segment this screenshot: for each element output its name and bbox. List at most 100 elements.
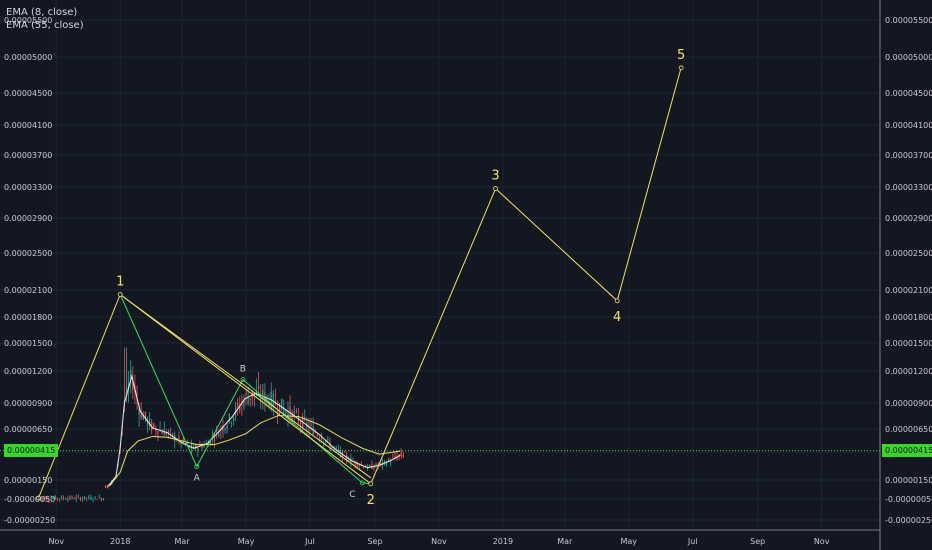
candle-body: [362, 467, 365, 468]
candle-body: [369, 465, 371, 467]
candle-body: [262, 389, 264, 398]
x-tick-label: Mar: [175, 537, 191, 546]
candle-body: [172, 433, 174, 438]
candle-body: [48, 499, 50, 500]
abc-label: A: [194, 474, 201, 484]
candle-body: [358, 465, 360, 467]
candle-body: [58, 498, 61, 500]
candle-body: [283, 407, 285, 413]
candle-body: [308, 426, 310, 430]
candle-body: [77, 496, 79, 498]
y-tick-label-right: 0.00001800: [885, 313, 932, 322]
x-tick-label: Nov: [48, 537, 64, 546]
candle-body: [138, 409, 140, 415]
candle-body: [304, 417, 306, 420]
candle-body: [81, 498, 84, 500]
candle-body: [331, 446, 333, 449]
candle-body: [278, 403, 281, 414]
candle-body: [153, 423, 155, 428]
candle-body: [312, 426, 314, 435]
candle-body: [343, 451, 346, 453]
candle-body: [299, 422, 302, 424]
candle-body: [383, 460, 386, 463]
candle-body: [272, 393, 274, 406]
candle-body: [146, 418, 149, 426]
indicator-legend[interactable]: EMA (8, close) EMA (55, close): [6, 6, 84, 32]
y-tick-label-left: 0.00001200: [4, 367, 52, 376]
candle-body: [335, 447, 337, 449]
candle-body: [176, 440, 178, 442]
candle-body: [329, 443, 331, 448]
candle-body: [348, 460, 350, 462]
candle-body: [356, 462, 358, 467]
candle-body: [394, 455, 396, 459]
y-tick-label-right: 0.00002900: [885, 214, 932, 223]
candle-body: [285, 410, 287, 414]
candle-body: [385, 463, 388, 466]
candle-body: [75, 497, 77, 499]
candle-body: [165, 431, 167, 435]
y-tick-label-left: 0.00004100: [4, 121, 52, 130]
candle-body: [79, 497, 81, 500]
x-tick-label: 2018: [110, 537, 130, 546]
y-tick-label-right: 0.00000150: [885, 476, 932, 485]
wave-point: [117, 292, 123, 297]
x-tick-label: Sep: [750, 537, 765, 546]
candle-body: [316, 434, 318, 436]
y-tick-label-right: 0.00002500: [885, 249, 932, 258]
y-tick-label-right: 0.00003700: [885, 151, 932, 160]
candle-body: [213, 439, 216, 441]
candle-body: [197, 448, 199, 451]
candle-body: [258, 385, 260, 390]
candle-body: [63, 497, 65, 499]
candle-body: [186, 442, 188, 444]
candle-body: [125, 386, 128, 397]
candle-body: [195, 444, 197, 449]
legend-ema-fast[interactable]: EMA (8, close): [6, 7, 78, 18]
candle-body: [218, 433, 220, 437]
wave-label: 5: [677, 48, 685, 63]
abc-label: C: [349, 490, 355, 500]
x-tick-label: Jul: [304, 537, 315, 546]
candle-body: [239, 406, 241, 411]
candle-body: [148, 418, 151, 427]
wave-line: [38, 67, 682, 499]
candle-body: [323, 441, 325, 443]
y-tick-label-left: 0.00002500: [4, 249, 52, 258]
candle-body: [140, 410, 142, 418]
y-tick-label-right: 0.00005500: [885, 16, 932, 25]
candle-body: [310, 424, 312, 426]
candle-body: [144, 411, 146, 419]
ema-fast-line: [107, 374, 401, 487]
candle-body: [50, 498, 52, 500]
candle-body: [42, 497, 44, 499]
candle-body: [201, 445, 203, 449]
candle-body: [205, 442, 207, 444]
y-tick-label-left: 0.00004500: [4, 89, 52, 98]
legend-ema-slow[interactable]: EMA (55, close): [6, 20, 84, 31]
candle-body: [167, 431, 170, 434]
candle-body: [318, 437, 321, 439]
y-tick-label-left: 0.00001500: [4, 339, 52, 348]
candle-body: [375, 463, 377, 467]
current-price-tag-left: 0.00000415: [4, 444, 59, 458]
candle-body: [337, 449, 339, 451]
candle-body: [222, 426, 224, 432]
candle-body: [83, 496, 86, 499]
candle-body: [104, 485, 107, 489]
y-tick-label-left: 0.00003700: [4, 151, 52, 160]
wave-label: 3: [491, 169, 499, 184]
x-tick-label: Mar: [557, 537, 573, 546]
abc-label: B: [240, 365, 246, 375]
candle-body: [327, 438, 329, 440]
candle-body: [67, 498, 69, 500]
candle-body: [96, 499, 98, 500]
candle-body: [98, 496, 100, 498]
candle-body: [73, 498, 75, 500]
wave-point: [614, 298, 620, 304]
y-tick-label-left: 0.00005500: [4, 16, 52, 25]
y-tick-label-left: 0.00000650: [4, 425, 52, 434]
abc-line: [119, 294, 371, 485]
y-tick-label-left: 0.00002900: [4, 214, 52, 223]
